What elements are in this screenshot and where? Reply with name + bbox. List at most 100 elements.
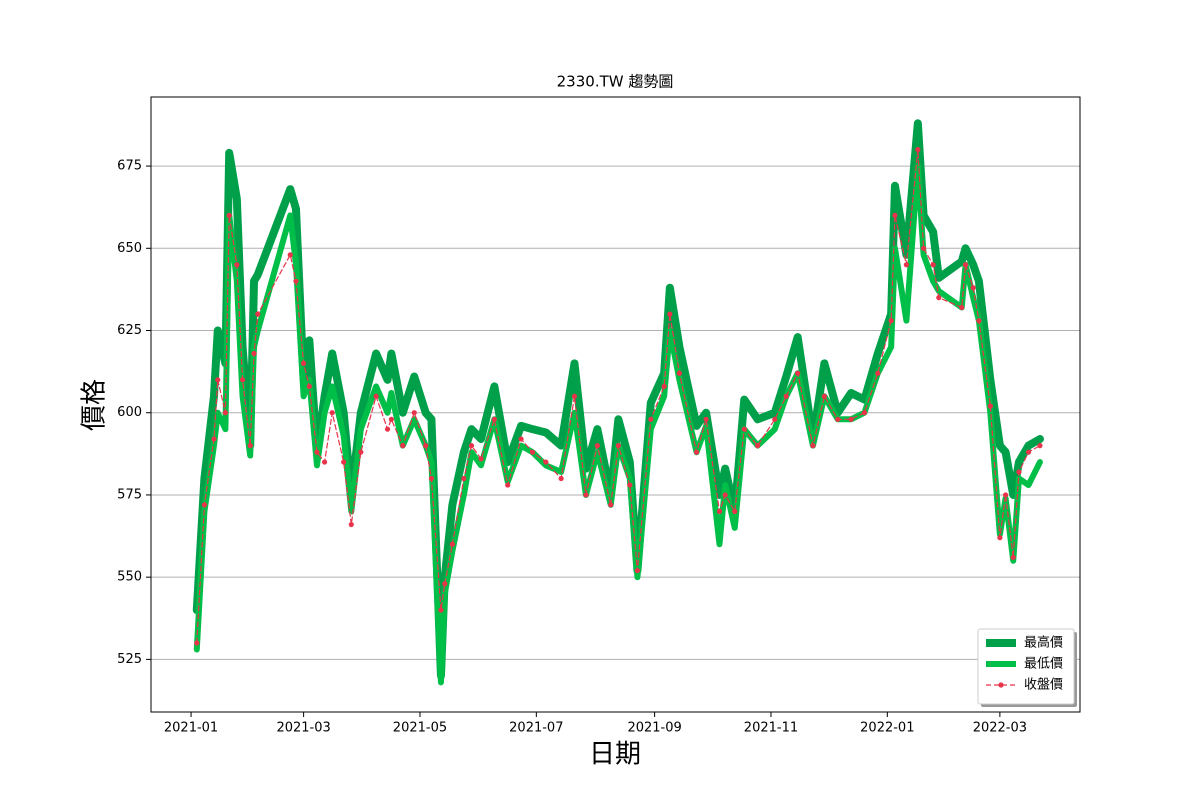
data-point <box>1003 492 1009 498</box>
data-point <box>648 416 654 422</box>
data-point <box>903 262 910 268</box>
data-point <box>634 567 641 574</box>
plot-frame <box>150 96 1081 713</box>
data-point <box>915 147 921 153</box>
data-point <box>194 640 200 646</box>
x-tick-label: 2022-01 <box>860 721 914 736</box>
legend-marker <box>998 682 1004 688</box>
data-point <box>558 475 564 482</box>
data-point <box>783 393 789 399</box>
data-point <box>627 482 633 488</box>
data-point <box>755 443 761 449</box>
data-point <box>314 449 320 455</box>
data-point <box>491 416 497 422</box>
data-point <box>741 426 747 432</box>
series-line <box>193 163 1043 686</box>
data-point <box>255 311 261 317</box>
data-point <box>1037 443 1043 449</box>
data-point <box>226 212 232 218</box>
data-point <box>959 304 965 311</box>
data-point <box>529 449 536 455</box>
data-point <box>987 403 993 409</box>
data-point <box>615 443 621 449</box>
data-point <box>251 350 257 357</box>
x-tick-label: 2021-09 <box>627 721 681 736</box>
legend-label: 收盤價 <box>1024 678 1063 693</box>
data-point <box>976 318 982 324</box>
x-axis-label: 日期 <box>589 740 641 770</box>
data-point <box>358 449 364 455</box>
y-tick-label: 675 <box>117 159 142 174</box>
data-point <box>772 416 778 422</box>
x-tick-label: 2021-05 <box>393 721 447 736</box>
y-tick-label: 575 <box>117 487 142 502</box>
data-point <box>835 416 841 422</box>
data-point <box>1010 554 1016 561</box>
data-point <box>341 459 347 465</box>
data-point <box>810 443 816 449</box>
series-line <box>192 119 1044 680</box>
data-point <box>423 443 429 449</box>
data-point <box>301 360 307 366</box>
data-point <box>848 416 854 422</box>
x-tick-label: 2021-07 <box>509 721 563 736</box>
y-tick-label: 550 <box>117 570 142 585</box>
data-point <box>970 285 976 291</box>
data-point <box>384 426 391 432</box>
x-tick-label: 2022-03 <box>973 721 1027 736</box>
data-point <box>936 295 942 301</box>
x-tick-label: 2021-03 <box>276 721 330 736</box>
data-point <box>478 456 484 462</box>
data-point <box>234 262 240 268</box>
data-point <box>1016 469 1022 475</box>
data-point <box>722 492 728 498</box>
data-point <box>732 508 738 514</box>
data-point <box>1025 449 1032 455</box>
data-point <box>920 245 927 251</box>
data-point <box>287 252 293 258</box>
data-point <box>247 443 253 449</box>
data-point <box>703 416 709 422</box>
data-point <box>321 459 328 465</box>
data-point <box>997 535 1003 541</box>
data-point <box>608 502 614 508</box>
y-tick-label: 625 <box>117 323 142 338</box>
data-point <box>428 475 435 482</box>
data-point <box>201 502 208 508</box>
data-point <box>661 383 667 390</box>
legend-label: 最低價 <box>1024 657 1063 672</box>
y-axis-label: 價格 <box>80 379 110 431</box>
x-tick-label: 2021-11 <box>744 721 798 736</box>
data-point <box>215 377 221 383</box>
data-point <box>594 443 600 449</box>
data-point <box>888 318 894 324</box>
data-point <box>821 393 827 399</box>
data-point <box>505 482 511 488</box>
data-point <box>306 383 312 390</box>
data-point <box>930 262 936 268</box>
data-point <box>676 370 683 376</box>
data-point <box>461 475 467 482</box>
y-tick-label: 600 <box>117 405 142 420</box>
data-point <box>388 416 394 422</box>
data-point <box>239 377 246 383</box>
data-point <box>861 410 868 416</box>
data-point <box>211 436 217 442</box>
data-point <box>222 410 228 416</box>
data-point <box>667 311 673 317</box>
legend-label: 最高價 <box>1024 635 1063 651</box>
data-point <box>543 459 549 465</box>
data-point <box>373 393 379 399</box>
data-point <box>583 492 589 498</box>
data-point <box>795 370 801 376</box>
data-point <box>438 607 444 613</box>
data-point <box>348 521 354 528</box>
data-point <box>716 508 723 514</box>
y-tick-label: 525 <box>117 652 142 667</box>
data-point <box>442 581 448 587</box>
chart-title: 2330.TW 趨勢圖 <box>557 73 674 91</box>
data-point <box>892 212 898 218</box>
y-tick-label: 650 <box>117 241 142 256</box>
